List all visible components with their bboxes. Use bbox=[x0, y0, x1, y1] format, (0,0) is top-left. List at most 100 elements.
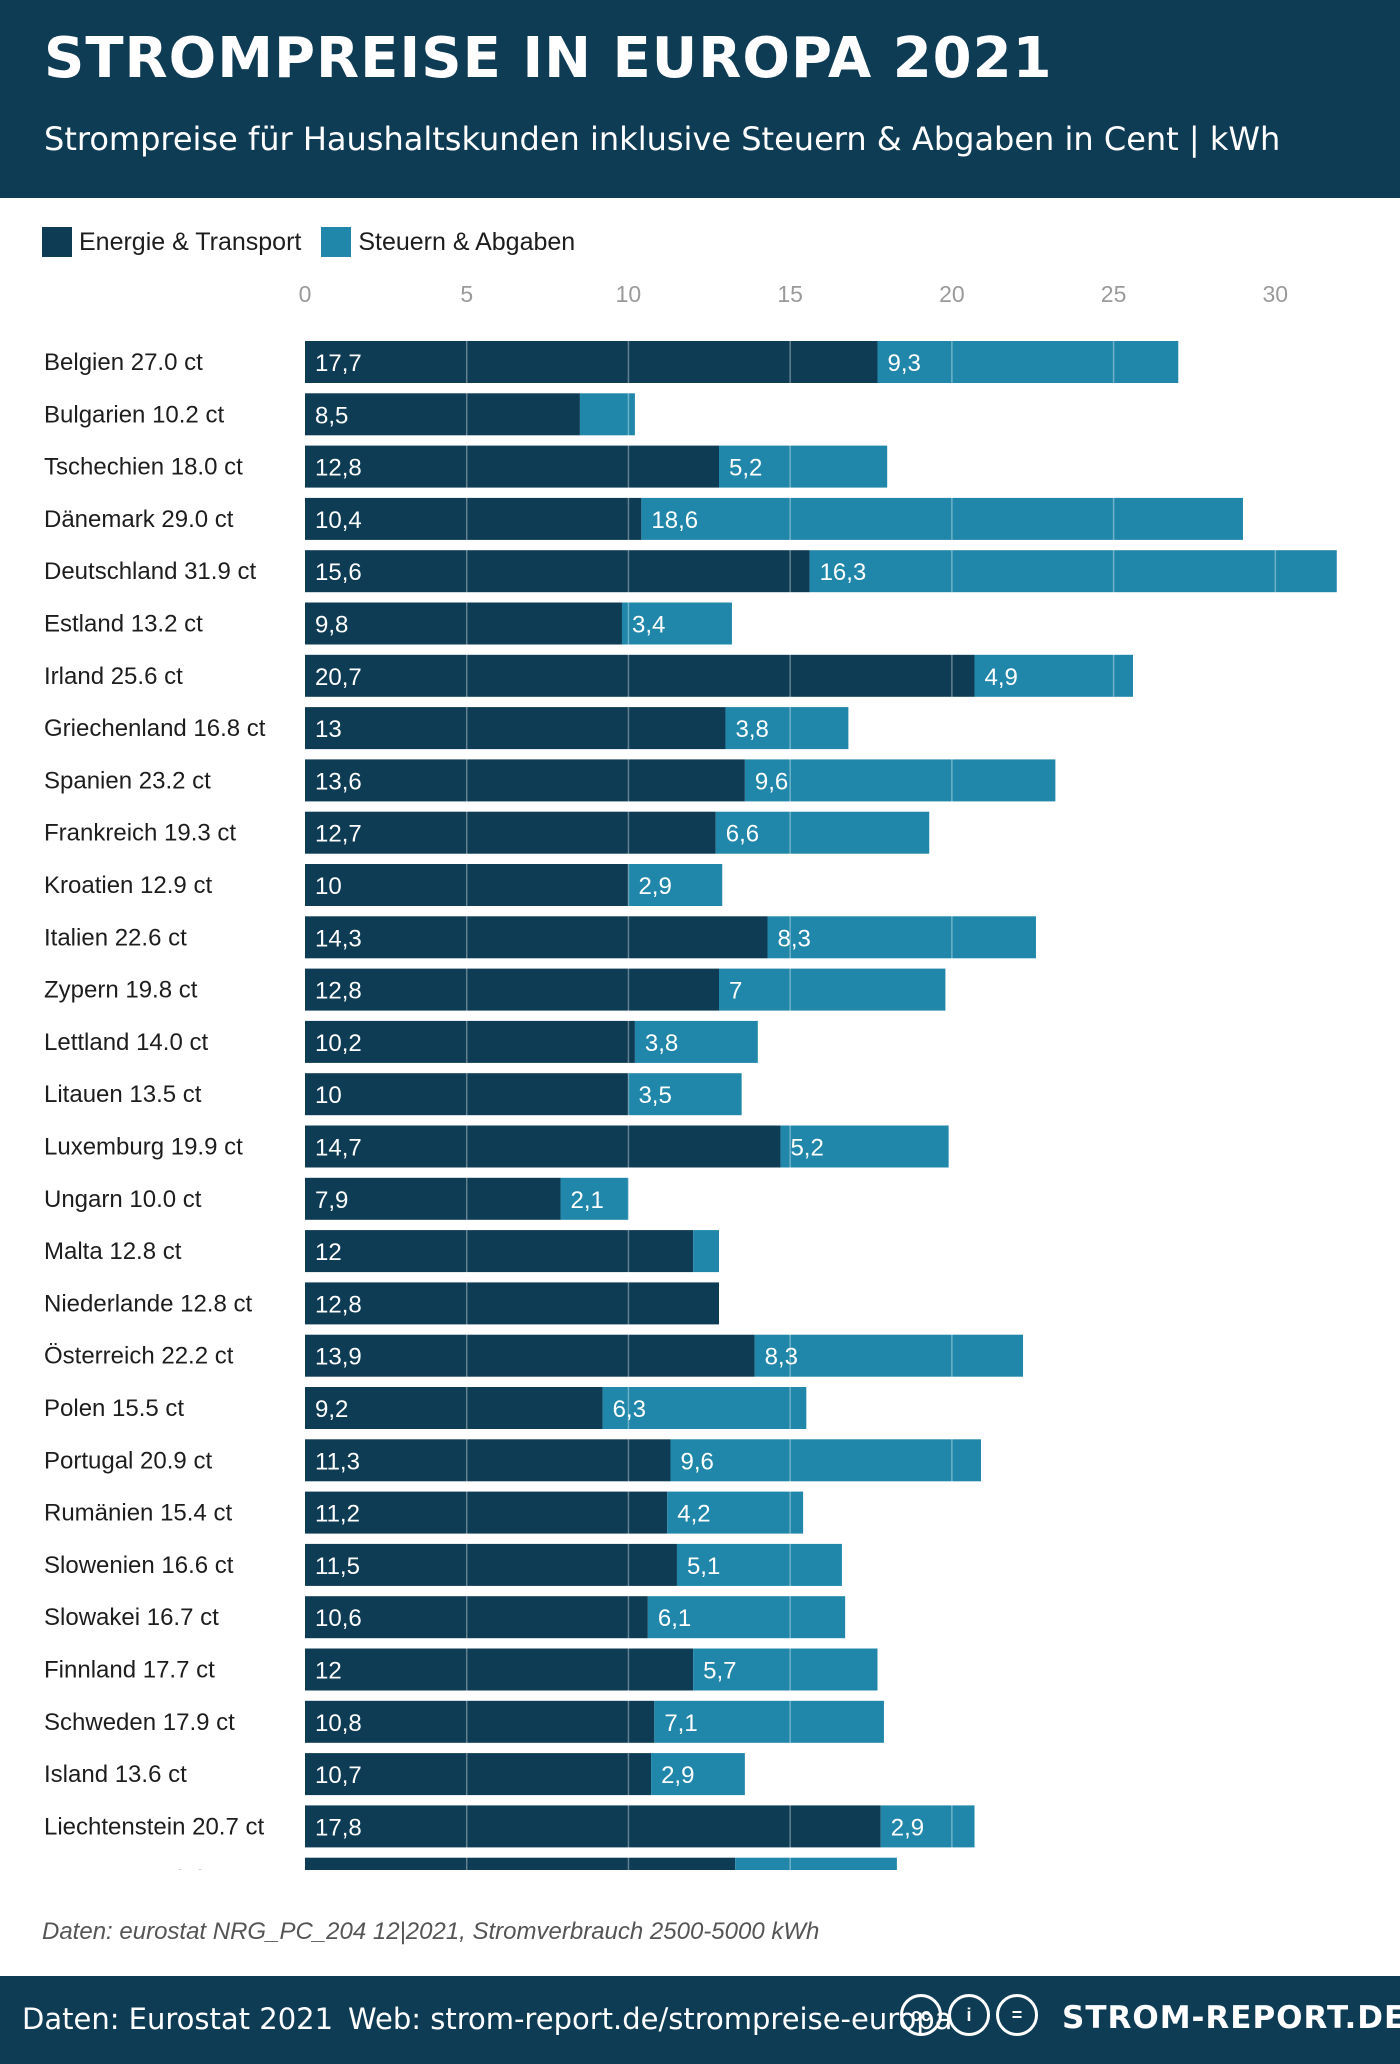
category-label: Rumänien 15.4 ct bbox=[44, 1500, 232, 1527]
data-label-energy: 8,5 bbox=[315, 402, 348, 429]
bar-tax bbox=[560, 1177, 629, 1220]
data-label-energy: 10,4 bbox=[315, 507, 362, 534]
category-label: Griechenland 16.8 ct bbox=[44, 715, 266, 742]
bar-tax bbox=[651, 1753, 745, 1796]
data-label-tax: 9,6 bbox=[680, 1448, 713, 1475]
data-label-energy: 11,5 bbox=[315, 1553, 360, 1580]
data-label-tax: 3,5 bbox=[638, 1082, 671, 1109]
category-label: Deutschland 31.9 ct bbox=[44, 558, 256, 585]
category-label: Spanien 23.2 ct bbox=[44, 767, 211, 794]
x-tick-label: 30 bbox=[1263, 281, 1289, 307]
bar-energy bbox=[305, 811, 716, 854]
category-label: Slowakei 16.7 ct bbox=[44, 1604, 219, 1631]
bar-tax bbox=[670, 1439, 981, 1482]
data-label-energy: 20,7 bbox=[315, 664, 362, 691]
bar-energy bbox=[305, 1020, 635, 1063]
data-label-energy: 17,8 bbox=[315, 1814, 362, 1841]
data-label-tax: 8,3 bbox=[778, 925, 811, 952]
bar-energy bbox=[305, 968, 719, 1011]
data-label-energy: 14,3 bbox=[315, 925, 362, 952]
data-label-energy: 12,8 bbox=[315, 978, 362, 1005]
category-label: Zypern 19.8 ct bbox=[44, 977, 198, 1004]
data-label-tax: 6,3 bbox=[613, 1396, 646, 1423]
category-label: Italien 22.6 ct bbox=[44, 924, 187, 951]
category-label: Schweden 17.9 ct bbox=[44, 1709, 235, 1736]
data-label-energy: 13 bbox=[315, 716, 342, 743]
data-label-tax: 7 bbox=[729, 978, 742, 1005]
category-label: Luxemburg 19.9 ct bbox=[44, 1134, 243, 1161]
data-label-energy: 11,3 bbox=[315, 1448, 360, 1475]
bar-energy bbox=[305, 550, 810, 593]
bar-tax bbox=[754, 1334, 1024, 1377]
bar-tax bbox=[719, 445, 888, 488]
bar-tax bbox=[744, 759, 1056, 802]
bar-energy bbox=[305, 1700, 655, 1743]
data-label-tax: 4,2 bbox=[677, 1501, 710, 1528]
data-label-tax: 3,8 bbox=[735, 716, 768, 743]
bar-energy bbox=[305, 1230, 694, 1273]
data-label-tax: 16,3 bbox=[820, 559, 867, 586]
data-label-tax: 18,6 bbox=[651, 507, 698, 534]
data-label-tax: 6,1 bbox=[658, 1605, 691, 1632]
category-label: Tschechien 18.0 ct bbox=[44, 454, 243, 481]
category-label: Slowenien 16.6 ct bbox=[44, 1552, 234, 1579]
category-label: Liechtenstein 20.7 ct bbox=[44, 1813, 264, 1840]
bar-energy bbox=[305, 864, 629, 906]
bar-tax bbox=[628, 864, 723, 906]
category-label: Irland 25.6 ct bbox=[44, 663, 183, 690]
bar-energy bbox=[305, 1857, 736, 1870]
bar-tax bbox=[725, 707, 849, 750]
data-label-tax: 4,9 bbox=[985, 664, 1018, 691]
data-label-tax: 5,7 bbox=[703, 1658, 736, 1685]
bar-energy bbox=[305, 1282, 719, 1325]
data-label-energy: 14,7 bbox=[315, 1135, 362, 1162]
category-label: Finnland 17.7 ct bbox=[44, 1657, 215, 1684]
x-tick-label: 0 bbox=[299, 281, 312, 307]
x-tick-label: 20 bbox=[939, 281, 965, 307]
bar-tax bbox=[780, 1125, 949, 1168]
bar-tax bbox=[719, 968, 946, 1011]
bar-energy bbox=[305, 1753, 652, 1796]
legend-item-energy: Energie & Transport bbox=[42, 227, 301, 257]
data-label-energy: 13,3 bbox=[315, 1867, 362, 1870]
data-label-tax: 2,9 bbox=[891, 1814, 924, 1841]
bar-energy bbox=[305, 654, 975, 697]
bar-energy bbox=[305, 445, 719, 488]
bar-energy bbox=[305, 1543, 677, 1586]
bar-tax bbox=[767, 916, 1036, 959]
category-label: Ungarn 10.0 ct bbox=[44, 1186, 202, 1213]
bar-tax bbox=[621, 602, 732, 645]
cc-icon: cc bbox=[900, 1994, 942, 2036]
bar-tax bbox=[693, 1230, 719, 1273]
legend-swatch-energy bbox=[42, 227, 72, 257]
bar-energy bbox=[305, 916, 768, 959]
no-derivatives-icon: = bbox=[996, 1994, 1038, 2036]
data-label-tax: 9,6 bbox=[755, 768, 788, 795]
bar-tax bbox=[974, 654, 1133, 697]
bar-energy bbox=[305, 759, 745, 802]
category-label: Bulgarien 10.2 ct bbox=[44, 401, 224, 428]
brand-logo-text: STROM-REPORT.DE bbox=[1062, 2000, 1400, 2036]
data-label-energy: 7,9 bbox=[315, 1187, 348, 1214]
bar-energy bbox=[305, 497, 642, 540]
category-label: Malta 12.8 ct bbox=[44, 1238, 182, 1265]
data-label-energy: 10,8 bbox=[315, 1710, 362, 1737]
data-label-energy: 10,7 bbox=[315, 1762, 362, 1789]
bar-energy bbox=[305, 1805, 881, 1848]
category-label: Belgien 27.0 ct bbox=[44, 349, 203, 376]
category-label: Polen 15.5 ct bbox=[44, 1395, 184, 1422]
data-label-tax: 5 bbox=[745, 1867, 758, 1870]
page-title: STROMPREISE IN EUROPA 2021 bbox=[44, 26, 1053, 91]
attribution-icon: i bbox=[948, 1994, 990, 2036]
data-label-tax: 7,1 bbox=[664, 1710, 697, 1737]
data-label-energy: 10 bbox=[315, 1082, 342, 1109]
bar-tax bbox=[676, 1543, 842, 1586]
bar-energy bbox=[305, 1073, 629, 1116]
page-subtitle: Strompreise für Haushaltskunden inklusiv… bbox=[44, 120, 1281, 158]
bar-energy bbox=[305, 393, 580, 436]
category-label: Island 13.6 ct bbox=[44, 1761, 187, 1788]
bar-tax bbox=[715, 811, 930, 854]
footer-web-link[interactable]: Web: strom-report.de/strompreise-europa bbox=[348, 2002, 953, 2036]
data-label-energy: 9,8 bbox=[315, 612, 348, 639]
data-label-energy: 12,7 bbox=[315, 821, 362, 848]
